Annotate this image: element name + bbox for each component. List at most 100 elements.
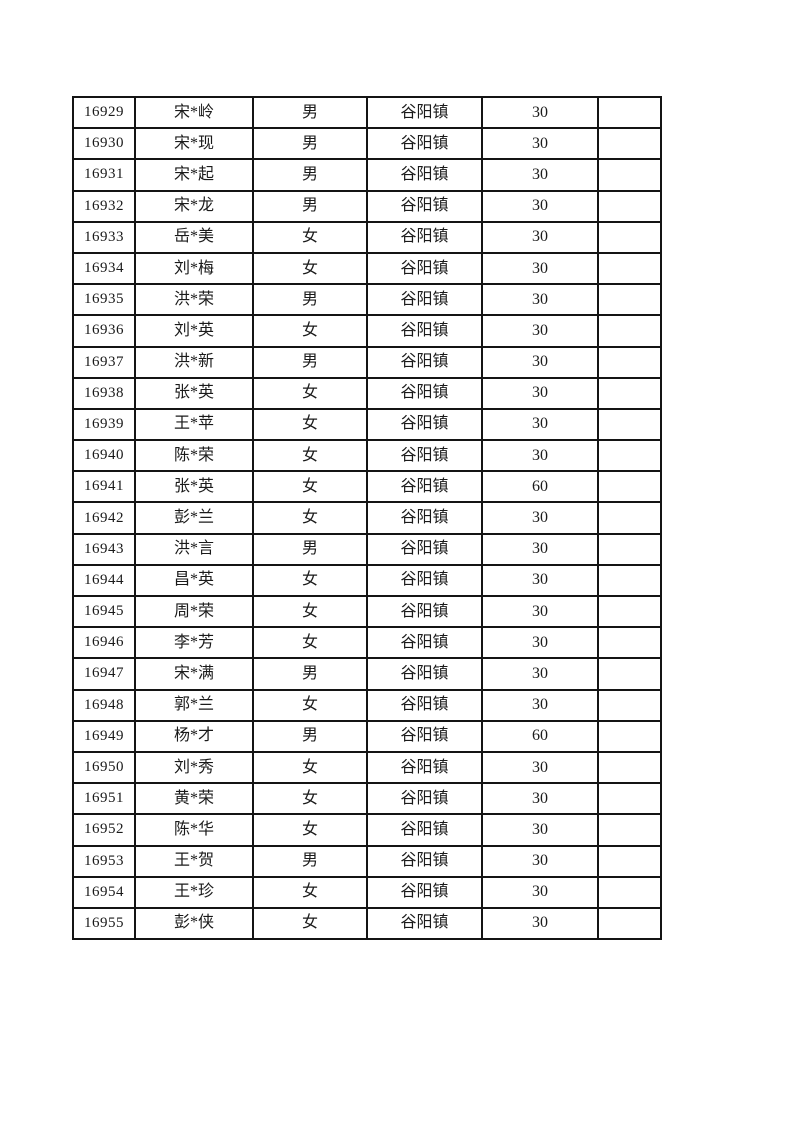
cell-amount: 30 <box>481 251 599 286</box>
cell-town: 谷阳镇 <box>366 470 483 504</box>
cell-name: 宋*现 <box>134 127 254 161</box>
cell-town: 谷阳镇 <box>366 251 483 286</box>
cell-id: 16938 <box>72 376 136 410</box>
cell-id: 16947 <box>72 657 136 691</box>
cell-id: 16951 <box>72 782 136 816</box>
cell-name: 宋*满 <box>134 657 254 691</box>
cell-amount: 30 <box>481 782 599 816</box>
table-row: 16950 刘*秀女谷阳镇 30 <box>72 750 662 785</box>
cell-blank <box>597 220 662 254</box>
table-row: 16945 周*荣女谷阳镇 30 <box>72 594 662 629</box>
cell-town: 谷阳镇 <box>366 844 483 878</box>
cell-blank <box>597 470 662 504</box>
cell-blank <box>597 594 662 629</box>
cell-gender: 女 <box>252 439 368 473</box>
cell-name: 刘*梅 <box>134 251 254 286</box>
cell-gender: 男 <box>252 158 368 192</box>
cell-id: 16930 <box>72 127 136 161</box>
table-row: 16954 王*珍女谷阳镇 30 <box>72 875 662 909</box>
cell-gender: 女 <box>252 813 368 847</box>
cell-amount: 30 <box>481 220 599 254</box>
cell-gender: 女 <box>252 251 368 286</box>
table-row: 16937 洪*新男谷阳镇 30 <box>72 345 662 379</box>
cell-gender: 男 <box>252 719 368 753</box>
cell-id: 16936 <box>72 314 136 348</box>
cell-blank <box>597 127 662 161</box>
cell-town: 谷阳镇 <box>366 407 483 442</box>
table-row: 16932 宋*龙男谷阳镇 30 <box>72 189 662 223</box>
cell-town: 谷阳镇 <box>366 657 483 691</box>
table-row: 16938 张*英女谷阳镇 30 <box>72 376 662 410</box>
cell-blank <box>597 875 662 909</box>
cell-id: 16948 <box>72 688 136 722</box>
table-row: 16948 郭*兰女谷阳镇 30 <box>72 688 662 722</box>
cell-name: 洪*言 <box>134 532 254 566</box>
table-row: 16943 洪*言男谷阳镇 30 <box>72 532 662 566</box>
cell-name: 昌*英 <box>134 563 254 598</box>
cell-blank <box>597 376 662 410</box>
cell-id: 16942 <box>72 501 136 535</box>
table-row: 16933 岳*美女谷阳镇 30 <box>72 220 662 254</box>
cell-name: 陈*华 <box>134 813 254 847</box>
cell-amount: 30 <box>481 657 599 691</box>
cell-name: 宋*岭 <box>134 95 254 130</box>
cell-town: 谷阳镇 <box>366 345 483 379</box>
cell-town: 谷阳镇 <box>366 626 483 660</box>
cell-name: 黄*荣 <box>134 782 254 816</box>
cell-amount: 30 <box>481 158 599 192</box>
cell-name: 张*英 <box>134 376 254 410</box>
cell-gender: 女 <box>252 563 368 598</box>
table-row: 16935 洪*荣男谷阳镇 30 <box>72 283 662 317</box>
cell-id: 16955 <box>72 906 136 941</box>
table-row: 16955 彭*侠女谷阳镇 30 <box>72 906 662 941</box>
table-row: 16947 宋*满男谷阳镇 30 <box>72 657 662 691</box>
cell-gender: 男 <box>252 95 368 130</box>
cell-amount: 30 <box>481 439 599 473</box>
cell-name: 刘*英 <box>134 314 254 348</box>
cell-amount: 30 <box>481 813 599 847</box>
cell-id: 16950 <box>72 750 136 785</box>
cell-blank <box>597 750 662 785</box>
cell-amount: 60 <box>481 470 599 504</box>
cell-town: 谷阳镇 <box>366 314 483 348</box>
cell-gender: 男 <box>252 127 368 161</box>
cell-gender: 男 <box>252 532 368 566</box>
cell-id: 16945 <box>72 594 136 629</box>
cell-blank <box>597 782 662 816</box>
cell-amount: 30 <box>481 688 599 722</box>
cell-name: 彭*侠 <box>134 906 254 941</box>
cell-gender: 女 <box>252 782 368 816</box>
cell-id: 16944 <box>72 563 136 598</box>
cell-gender: 女 <box>252 688 368 722</box>
cell-name: 宋*起 <box>134 158 254 192</box>
cell-id: 16941 <box>72 470 136 504</box>
cell-gender: 女 <box>252 906 368 941</box>
cell-amount: 30 <box>481 345 599 379</box>
table-row: 16939 王*苹女谷阳镇 30 <box>72 407 662 442</box>
table-row: 16946 李*芳女谷阳镇 30 <box>72 626 662 660</box>
cell-id: 16954 <box>72 875 136 909</box>
cell-name: 宋*龙 <box>134 189 254 223</box>
cell-town: 谷阳镇 <box>366 158 483 192</box>
cell-name: 李*芳 <box>134 626 254 660</box>
cell-amount: 30 <box>481 501 599 535</box>
cell-name: 刘*秀 <box>134 750 254 785</box>
cell-name: 周*荣 <box>134 594 254 629</box>
cell-name: 王*苹 <box>134 407 254 442</box>
cell-blank <box>597 719 662 753</box>
cell-town: 谷阳镇 <box>366 376 483 410</box>
cell-amount: 30 <box>481 407 599 442</box>
cell-gender: 女 <box>252 314 368 348</box>
cell-id: 16943 <box>72 532 136 566</box>
cell-amount: 30 <box>481 283 599 317</box>
cell-amount: 30 <box>481 626 599 660</box>
cell-amount: 30 <box>481 314 599 348</box>
cell-gender: 女 <box>252 470 368 504</box>
cell-id: 16931 <box>72 158 136 192</box>
cell-blank <box>597 688 662 722</box>
table-row: 16952 陈*华女谷阳镇 30 <box>72 813 662 847</box>
table-row: 16953 王*贺男谷阳镇 30 <box>72 844 662 878</box>
cell-gender: 女 <box>252 220 368 254</box>
table-row: 16934 刘*梅女谷阳镇 30 <box>72 251 662 286</box>
cell-name: 张*英 <box>134 470 254 504</box>
